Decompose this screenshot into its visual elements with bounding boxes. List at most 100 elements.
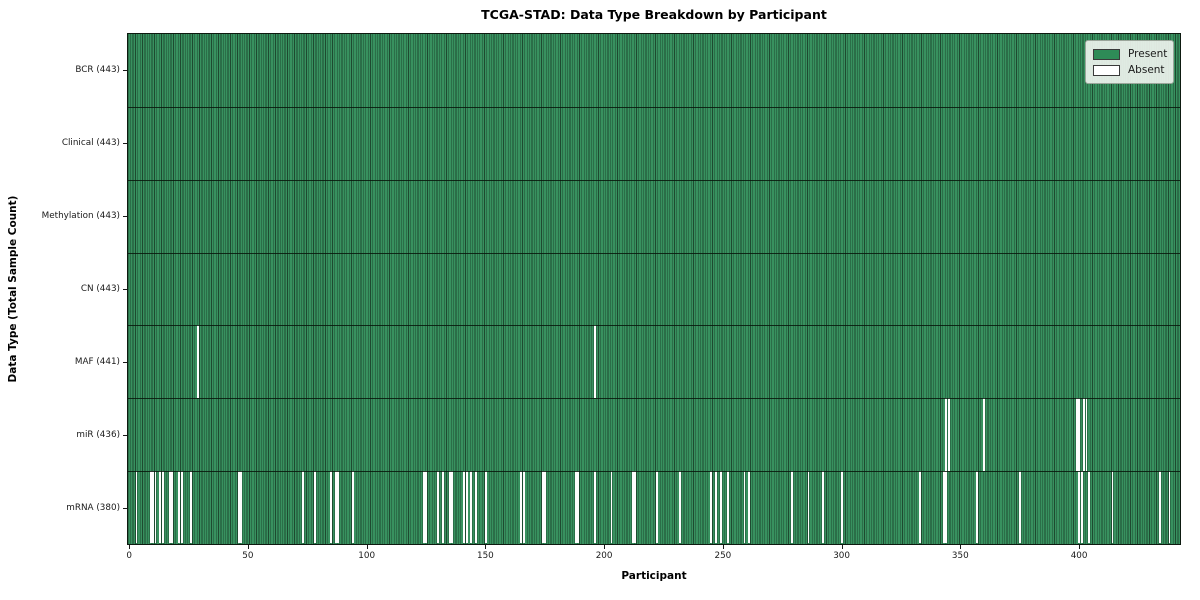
absent-bar-mRNA-47 — [240, 471, 242, 544]
absent-bar-mRNA-142 — [465, 471, 468, 544]
absent-bar-mRNA-434 — [1159, 471, 1161, 544]
absent-bar-miR-344 — [945, 398, 948, 472]
x-tick-label-350: 350 — [951, 551, 969, 561]
x-tick-mark — [366, 545, 368, 549]
absent-bar-mRNA-189 — [577, 471, 580, 544]
row-separator — [128, 106, 1180, 108]
absent-bar-MAF-29 — [197, 325, 200, 399]
absent-bar-mRNA-401 — [1080, 471, 1083, 544]
absent-bar-mRNA-400 — [1078, 471, 1081, 544]
y-tick-label-miR: miR (436) — [76, 429, 120, 440]
absent-bar-mRNA-135 — [449, 471, 451, 544]
absent-bar-mRNA-10 — [152, 471, 155, 544]
absent-bar-mRNA-9 — [149, 471, 152, 544]
absent-bar-mRNA-203 — [610, 471, 613, 544]
x-axis-label: Participant — [621, 570, 687, 582]
x-tick-mark — [129, 545, 131, 549]
x-tick-label-200: 200 — [595, 551, 613, 561]
absent-bar-mRNA-78 — [313, 471, 316, 544]
y-tick-label-mRNA: mRNA (380) — [66, 502, 120, 513]
absent-bar-mRNA-18 — [171, 471, 174, 544]
absent-bar-mRNA-404 — [1087, 471, 1090, 544]
legend-swatch-absent — [1093, 64, 1120, 76]
absent-bar-mRNA-188 — [574, 471, 577, 544]
absent-bar-mRNA-279 — [791, 471, 793, 544]
x-tick-mark — [485, 545, 487, 549]
absent-bar-mRNA-85 — [330, 471, 333, 544]
absent-bar-mRNA-11 — [154, 471, 157, 544]
absent-bar-mRNA-357 — [976, 471, 979, 544]
absent-bar-mRNA-165 — [520, 471, 523, 544]
legend-item-absent: Absent — [1093, 62, 1165, 78]
absent-bar-mRNA-146 — [475, 471, 478, 544]
absent-bar-mRNA-144 — [470, 471, 473, 544]
absent-bar-mRNA-17 — [168, 471, 171, 544]
absent-bar-mRNA-21 — [178, 471, 181, 544]
x-tick-label-300: 300 — [833, 551, 850, 561]
absent-bar-mRNA-124 — [422, 471, 425, 544]
absent-bar-mRNA-261 — [748, 471, 751, 544]
absent-bar-mRNA-136 — [451, 471, 454, 544]
absent-bar-mRNA-245 — [710, 471, 713, 544]
y-tick-mark — [123, 434, 127, 436]
absent-bar-mRNA-22 — [180, 471, 183, 544]
y-tick-label-Methylation: Methylation (443) — [41, 211, 120, 222]
row-separator — [128, 252, 1180, 254]
y-tick-mark — [123, 361, 127, 363]
absent-bar-mRNA-13 — [159, 471, 162, 544]
absent-bar-mRNA-438 — [1168, 471, 1171, 544]
absent-bar-mRNA-344 — [945, 471, 948, 544]
row-separator — [128, 471, 1180, 473]
absent-bar-miR-345 — [947, 398, 950, 472]
y-tick-label-MAF: MAF (441) — [74, 356, 120, 367]
x-tick-label-0: 0 — [126, 551, 132, 561]
x-tick-mark — [247, 545, 249, 549]
x-tick-label-250: 250 — [714, 551, 732, 561]
y-tick-mark — [123, 216, 127, 218]
absent-bar-mRNA-286 — [807, 471, 810, 544]
y-tick-mark — [123, 289, 127, 290]
absent-bar-mRNA-87 — [335, 471, 337, 544]
x-tick-mark — [722, 545, 724, 549]
absent-bar-mRNA-259 — [743, 471, 746, 544]
absent-bar-mRNA-252 — [726, 471, 729, 544]
absent-bar-mRNA-166 — [522, 471, 525, 544]
absent-bar-miR-403 — [1085, 398, 1088, 472]
absent-bar-mRNA-213 — [634, 471, 637, 544]
absent-bar-mRNA-333 — [919, 471, 922, 544]
absent-bar-MAF-196 — [593, 325, 596, 399]
absent-bar-mRNA-292 — [821, 471, 824, 544]
legend-label: Absent — [1128, 64, 1165, 76]
x-tick-label-150: 150 — [476, 551, 494, 561]
absent-bar-mRNA-150 — [484, 471, 487, 544]
absent-bar-mRNA-175 — [544, 471, 546, 544]
legend: Present Absent — [1085, 40, 1174, 84]
absent-bar-mRNA-88 — [337, 471, 340, 544]
absent-bar-mRNA-222 — [655, 471, 658, 544]
absent-bar-mRNA-14 — [161, 471, 164, 544]
absent-bar-mRNA-130 — [437, 471, 440, 544]
absent-bar-mRNA-46 — [237, 471, 240, 544]
absent-bar-mRNA-174 — [541, 471, 544, 544]
absent-bar-mRNA-3 — [135, 471, 138, 544]
absent-bar-miR-360 — [983, 398, 986, 472]
absent-bar-mRNA-125 — [425, 471, 428, 544]
legend-item-present: Present — [1093, 46, 1168, 62]
absent-bar-mRNA-232 — [679, 471, 682, 544]
y-tick-label-Clinical: Clinical (443) — [61, 138, 120, 149]
y-tick-label-CN: CN (443) — [80, 284, 120, 294]
x-tick-mark — [1079, 545, 1081, 549]
x-tick-mark — [604, 545, 606, 549]
x-tick-mark — [841, 545, 843, 549]
y-tick-mark — [123, 143, 127, 145]
legend-label: Present — [1128, 48, 1168, 60]
x-tick-label-100: 100 — [358, 551, 376, 561]
legend-swatch-present — [1093, 48, 1120, 60]
x-tick-label-400: 400 — [1070, 551, 1088, 561]
absent-bar-mRNA-249 — [719, 471, 722, 544]
chart-title: TCGA-STAD: Data Type Breakdown by Partic… — [481, 7, 827, 22]
x-tick-mark — [960, 545, 962, 549]
absent-bar-mRNA-375 — [1019, 471, 1021, 544]
x-tick-label-50: 50 — [242, 551, 254, 561]
